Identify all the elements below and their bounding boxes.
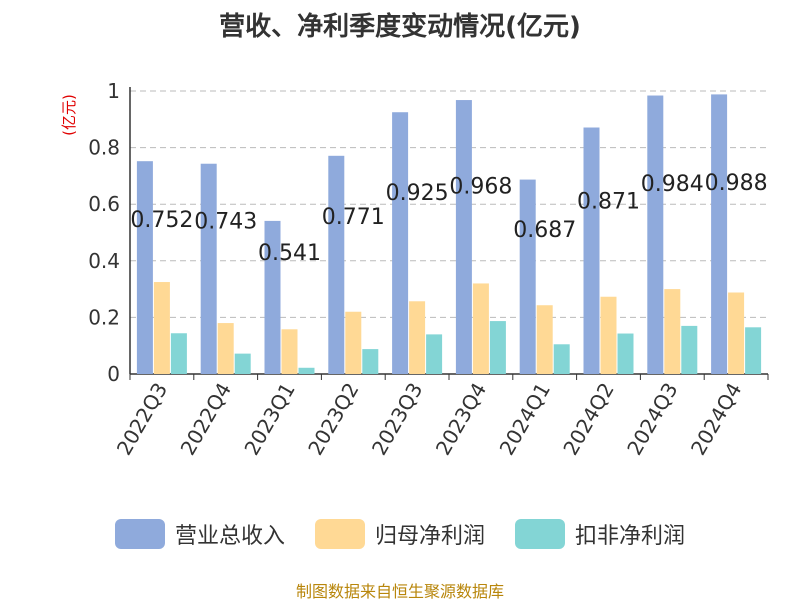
data-label-revenue: 0.988 [705, 171, 768, 196]
legend-item-deducted-profit[interactable]: 扣非净利润 [515, 518, 685, 550]
bar-net-profit [281, 329, 298, 374]
legend-item-revenue[interactable]: 营业总收入 [114, 518, 285, 550]
bar-net-profit [600, 296, 617, 374]
x-tick-label: 2023Q3 [367, 379, 427, 460]
bar-deducted-profit [234, 353, 251, 374]
legend-label-deducted-profit: 扣非净利润 [575, 524, 686, 549]
data-label-revenue: 0.752 [130, 208, 193, 233]
bar-deducted-profit [617, 333, 634, 374]
y-tick-label: 0.4 [88, 249, 120, 273]
x-tick-label: 2022Q3 [112, 379, 172, 460]
bar-revenue [519, 179, 536, 374]
source-note: 制图数据来自恒生聚源数据库 [295, 582, 504, 601]
bar-deducted-profit [553, 344, 570, 374]
data-label-revenue: 0.687 [513, 218, 576, 243]
bar-revenue [455, 100, 472, 374]
data-label-revenue: 0.771 [322, 205, 385, 230]
x-tick-label: 2023Q1 [239, 379, 299, 460]
bar-revenue [264, 220, 281, 374]
bar-net-profit [409, 301, 426, 374]
data-label-revenue: 0.541 [258, 241, 321, 266]
data-label-revenue: 0.743 [194, 209, 257, 234]
bar-net-profit [345, 311, 362, 374]
bar-revenue [711, 94, 728, 375]
bar-net-profit [472, 283, 489, 374]
legend-label-revenue: 营业总收入 [174, 524, 285, 549]
bar-revenue [583, 127, 600, 374]
x-tick-label: 2022Q4 [176, 379, 236, 460]
data-label-revenue: 0.871 [577, 189, 640, 214]
y-tick-label: 0 [107, 362, 120, 386]
bar-revenue [136, 161, 153, 374]
bar-deducted-profit [489, 321, 506, 374]
bar-deducted-profit [170, 333, 187, 374]
legend-swatch-net-profit [314, 519, 365, 549]
bar-revenue [392, 112, 409, 374]
bar-net-profit [536, 305, 553, 374]
data-label-revenue: 0.968 [449, 174, 512, 199]
chart-title: 营收、净利季度变动情况(亿元) [219, 12, 581, 42]
data-label-revenue: 0.925 [386, 181, 449, 206]
bar-net-profit [728, 292, 745, 374]
x-tick-label: 2024Q1 [495, 379, 555, 460]
bar-deducted-profit [745, 327, 762, 374]
y-tick-label: 0.2 [88, 305, 120, 329]
legend-swatch-revenue [114, 519, 165, 549]
x-tick-label: 2024Q3 [622, 379, 682, 460]
x-tick-label: 2023Q2 [303, 379, 363, 460]
bar-deducted-profit [681, 325, 698, 374]
legend-label-net-profit: 归母净利润 [374, 524, 485, 549]
bar-revenue [647, 95, 664, 374]
legend-swatch-deducted-profit [515, 519, 565, 549]
bar-net-profit [664, 289, 681, 374]
x-tick-label: 2023Q4 [431, 379, 491, 460]
legend: 营业总收入 归母净利润 扣非净利润 [0, 518, 800, 550]
bar-deducted-profit [426, 334, 443, 374]
legend-item-net-profit[interactable]: 归母净利润 [314, 518, 485, 550]
y-tick-label: 1 [107, 79, 120, 103]
x-tick-label: 2024Q2 [558, 379, 618, 460]
data-label-revenue: 0.984 [641, 172, 704, 197]
bar-revenue [328, 155, 345, 374]
bar-deducted-profit [362, 349, 379, 374]
y-axis-title: (亿元) [60, 94, 78, 136]
bar-revenue [200, 163, 217, 374]
x-tick-label: 2024Q4 [686, 379, 746, 460]
bar-deducted-profit [298, 367, 315, 374]
y-tick-label: 0.6 [88, 192, 120, 216]
bar-net-profit [217, 323, 234, 374]
bar-net-profit [153, 282, 170, 374]
y-tick-label: 0.8 [88, 136, 120, 160]
